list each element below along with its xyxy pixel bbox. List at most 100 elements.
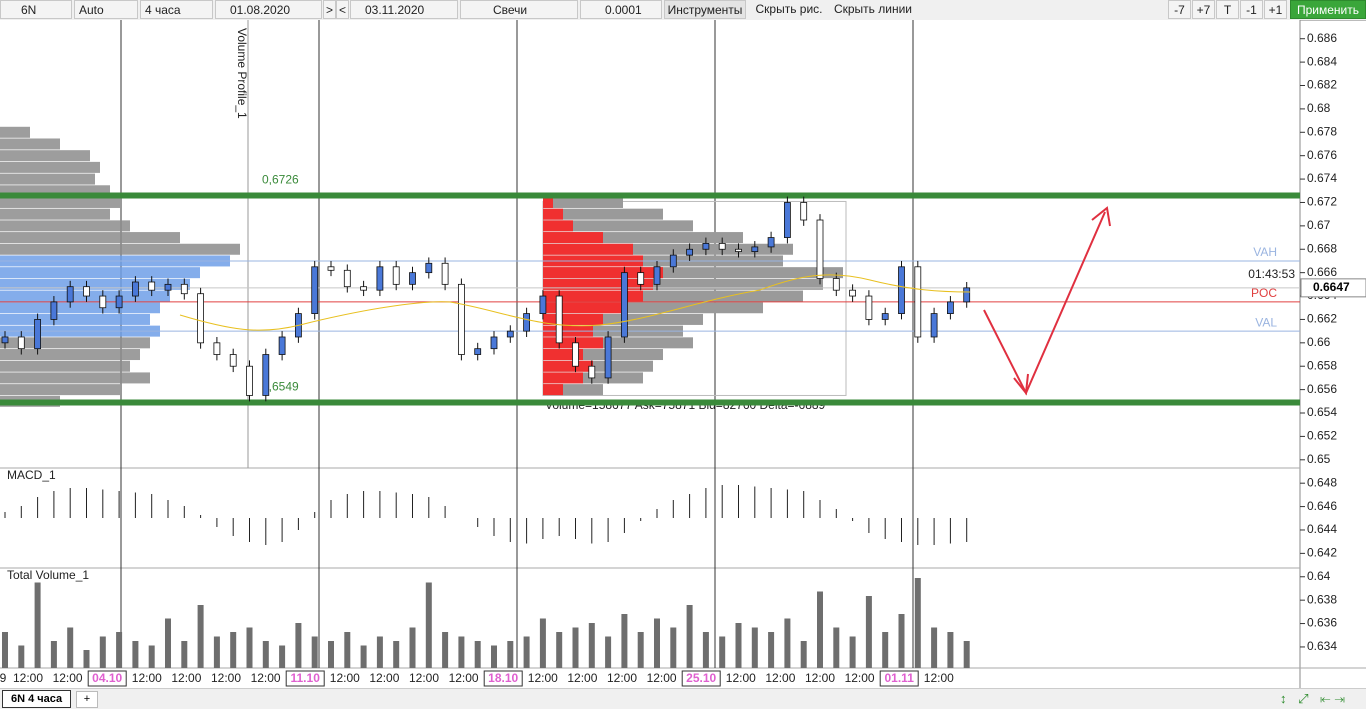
y-tick-label: 0.67: [1307, 218, 1331, 232]
tick-size[interactable]: 0.0001: [580, 0, 662, 19]
tab-bar: 6N 4 часа + ↕ ⤢ ⇤⇥: [0, 688, 1366, 709]
volume-bar: [491, 645, 497, 668]
x-tick-label: 12:00: [607, 671, 637, 685]
volume-bar: [507, 641, 514, 668]
volume-bar: [882, 632, 889, 668]
volume-bar: [539, 618, 546, 668]
prev-button[interactable]: <: [336, 0, 349, 19]
profile-bar: [0, 384, 120, 396]
y-tick-label: 0.676: [1307, 148, 1337, 162]
candle-body: [229, 354, 237, 367]
y-tick-label: 0.66: [1307, 335, 1331, 349]
instruments-button[interactable]: Инструменты: [664, 0, 746, 19]
volume-bar: [83, 650, 90, 668]
candle-body: [99, 295, 107, 309]
candle-body: [523, 313, 530, 332]
date-to[interactable]: 03.11.2020: [350, 0, 458, 19]
session-bid: [543, 278, 653, 290]
chart: Volume Profile_1 Volume=158677 Ask=75871…: [0, 20, 1366, 688]
session-total: [543, 302, 763, 314]
hide-lines-button[interactable]: Скрыть линии: [833, 2, 913, 16]
candle-body: [621, 272, 628, 338]
nav-icons[interactable]: ↕ ⤢ ⇤⇥: [1280, 691, 1349, 706]
candle-body: [311, 266, 319, 314]
scale-select[interactable]: Auto: [74, 0, 138, 19]
hide-drawings-button[interactable]: Скрыть рис.: [755, 2, 823, 16]
y-tick-label: 0.648: [1307, 475, 1337, 489]
volume-bar: [262, 641, 269, 668]
candle-body: [865, 295, 873, 320]
profile-bar: [0, 267, 200, 279]
x-tick-label: 12:00: [330, 671, 360, 685]
session-total: [543, 337, 693, 349]
tab[interactable]: 6N 4 часа: [2, 690, 72, 708]
session-bid: [543, 267, 663, 279]
x-tick-label: 9: [0, 671, 7, 685]
timeframe-select[interactable]: 4 часа: [140, 0, 213, 19]
y-tick-label: 0.682: [1307, 78, 1337, 92]
y-tick-label: 0.654: [1307, 405, 1337, 419]
vah-label: VAH: [1253, 245, 1277, 259]
volume-bar: [784, 618, 791, 668]
volume-bar: [295, 623, 302, 668]
candle-body: [409, 272, 416, 285]
x-tick-label: 11.10: [291, 671, 321, 685]
y-tick-label: 0.636: [1307, 616, 1337, 630]
volume-bar: [719, 636, 726, 668]
volume-bar: [197, 605, 204, 668]
next-button[interactable]: >: [323, 0, 336, 19]
y-tick-label: 0.684: [1307, 54, 1337, 68]
y-tick-label: 0.652: [1307, 429, 1337, 443]
y-tick-label: 0.656: [1307, 382, 1337, 396]
profile-bar: [0, 220, 130, 232]
profile-bar: [0, 313, 150, 325]
volume-bar: [963, 641, 970, 668]
candle-body: [898, 266, 905, 314]
y-tick-label: 0.658: [1307, 358, 1337, 372]
volume-bar: [817, 591, 823, 668]
x-tick-label: 12:00: [647, 671, 677, 685]
x-tick-label: 12:00: [53, 671, 83, 685]
candle-body: [197, 293, 205, 344]
session-bid: [543, 372, 583, 384]
volume-bar: [588, 623, 595, 668]
apply-button[interactable]: Применить: [1290, 0, 1366, 19]
volume-bar: [311, 636, 318, 668]
shift-button[interactable]: -1: [1240, 0, 1263, 19]
y-tick-label: 0.65: [1307, 452, 1331, 466]
x-tick-label: 18.10: [488, 671, 518, 685]
chart-type-select[interactable]: Свечи: [460, 0, 578, 19]
candle-body: [66, 286, 74, 303]
shift-button[interactable]: +1: [1264, 0, 1287, 19]
candle-body: [539, 295, 547, 314]
shift-button[interactable]: -7: [1168, 0, 1191, 19]
date-from[interactable]: 01.08.2020: [215, 0, 322, 19]
y-tick-label: 0.644: [1307, 522, 1337, 536]
profile-bar: [0, 302, 160, 314]
volume-bar: [751, 627, 758, 668]
volume-bar: [409, 627, 416, 668]
volume-bar: [393, 641, 400, 668]
volume-bar: [931, 627, 938, 668]
volume-bar: [865, 596, 872, 668]
shift-button[interactable]: T: [1216, 0, 1239, 19]
session-bid: [543, 302, 623, 314]
session-bid: [543, 313, 603, 325]
candle-body: [474, 348, 482, 355]
candle-body: [686, 248, 693, 256]
candle-body: [376, 266, 384, 291]
y-tick-label: 0.686: [1307, 31, 1337, 45]
candle-body: [849, 289, 856, 297]
add-tab[interactable]: +: [76, 691, 98, 708]
volume-bar: [344, 632, 351, 668]
candle-body: [947, 301, 954, 314]
volume-bar: [132, 641, 139, 668]
profile-bar: [0, 173, 95, 185]
candle-body: [115, 295, 123, 309]
candle-body: [392, 266, 400, 285]
date-box: [285, 670, 325, 687]
symbol-select[interactable]: 6N: [0, 0, 72, 19]
level-label: 0,6726: [262, 173, 299, 187]
candle-body: [180, 283, 188, 295]
shift-button[interactable]: +7: [1192, 0, 1215, 19]
